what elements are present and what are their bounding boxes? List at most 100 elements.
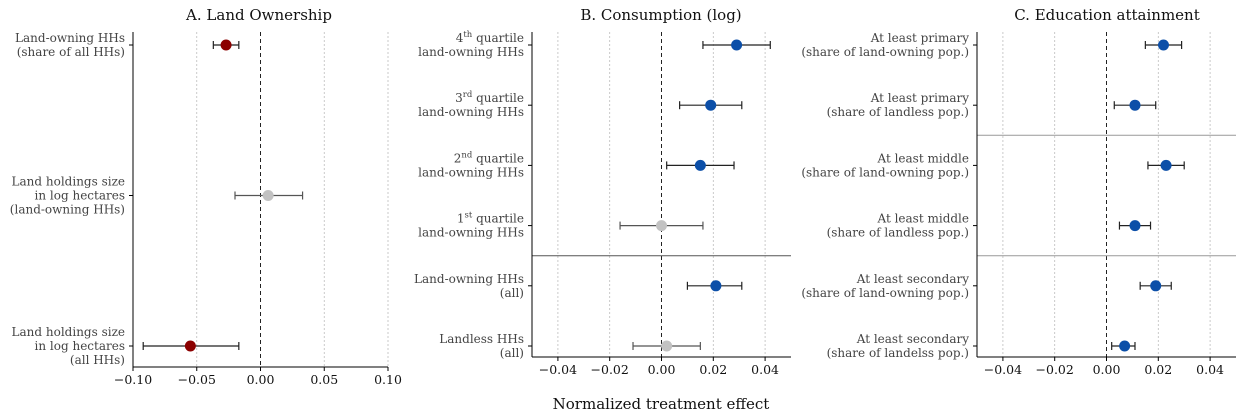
ordinal-rest: quartile [472, 91, 524, 105]
estimate-point-group [1147, 159, 1185, 171]
category-label-line: At least middle [877, 212, 970, 226]
x-tick-label: 0.02 [1144, 362, 1172, 377]
category-label: Land-owning HHs(all) [414, 272, 524, 300]
x-tick-label: 0.00 [648, 362, 676, 377]
category-label-line: (share of all HHs) [17, 45, 125, 59]
panel-title: B. Consumption (log) [580, 6, 741, 24]
estimate-point-group [234, 190, 304, 201]
category-label: At least primary(share of landless pop.) [827, 91, 970, 119]
figure-x-axis-label: Normalized treatment effect [553, 395, 770, 413]
category-label-line: (land-owning HHs) [10, 203, 125, 217]
panel-3: C. Education attainment −0.04 −0.02 0.00 0.0… [801, 6, 1236, 377]
category-label: At least secondary(share of landelss pop… [827, 332, 970, 360]
category-label-line: land-owning HHs [418, 165, 524, 179]
category-label-line: (share of landelss pop.) [827, 346, 969, 360]
ordinal-rest: quartile [472, 31, 524, 45]
category-label: Land-owning HHs(share of all HHs) [15, 31, 125, 59]
point-estimate [1129, 220, 1141, 232]
category-label-line: At least primary [870, 31, 970, 45]
ordinal-suffix: st [465, 211, 473, 221]
panel-2: B. Consumption (log) −0.04 −0.02 0.00 0.02 0.… [414, 6, 791, 377]
category-label-line: (all HHs) [70, 353, 125, 367]
point-estimate [1160, 159, 1172, 171]
x-tick-label: −0.02 [591, 362, 629, 377]
category-label-line: (share of land-owning pop.) [801, 286, 969, 300]
category-label-line: 3rd quartile [455, 90, 524, 105]
ordinal-suffix: nd [461, 150, 472, 160]
category-label-line: 4th quartile [456, 30, 524, 45]
estimate-point-group [1118, 220, 1152, 232]
category-label-line: (share of land-owning pop.) [801, 45, 969, 59]
panel-title: C. Education attainment [1014, 6, 1200, 24]
estimate-point-group [619, 220, 704, 232]
category-label-line: Land-owning HHs [414, 272, 524, 286]
category-label-line: (share of landless pop.) [827, 105, 969, 119]
point-estimate [661, 340, 673, 352]
x-tick-label: −0.04 [539, 362, 577, 377]
category-label-line: Landless HHs [439, 332, 524, 346]
estimate-point-group [1139, 280, 1172, 292]
category-label-line: 1st quartile [457, 211, 524, 226]
x-tick-label: 0.05 [310, 372, 338, 387]
x-tick-label: 0.00 [247, 372, 275, 387]
point-estimate [1150, 280, 1162, 292]
ordinal-rest: quartile [472, 151, 524, 165]
category-label-line: land-owning HHs [418, 226, 524, 240]
ordinal-number: 1 [457, 212, 465, 226]
ordinal-number: 4 [456, 31, 464, 45]
category-label-line: Land-owning HHs [15, 31, 125, 45]
estimate-point-group [1111, 340, 1136, 352]
point-estimate [1119, 340, 1131, 352]
x-tick-label: 0.00 [1093, 362, 1121, 377]
x-tick-label: −0.10 [114, 372, 152, 387]
category-label-line: At least primary [870, 91, 970, 105]
ordinal-suffix: rd [463, 90, 473, 100]
category-label-line: Land holdings size [12, 175, 125, 189]
point-estimate [694, 159, 706, 171]
estimate-point-group [1113, 99, 1157, 111]
category-label-line: At least secondary [856, 272, 969, 286]
category-label-line: land-owning HHs [418, 45, 524, 59]
estimate-point-group [212, 39, 240, 51]
category-label: Landless HHs(all) [439, 332, 524, 360]
point-estimate [705, 99, 717, 111]
panel-1: A. Land Ownership −0.10 −0.05 0.00 0.05 0.10 L… [10, 6, 402, 387]
category-label-line: 2nd quartile [454, 150, 524, 165]
ordinal-number: 3 [455, 91, 463, 105]
estimate-point-group [666, 159, 735, 171]
x-tick-label: 0.02 [699, 362, 727, 377]
estimate-point-group [702, 39, 771, 51]
panel-title: A. Land Ownership [185, 6, 332, 24]
category-label-line: At least middle [877, 151, 970, 165]
category-label-line: Land holdings size [12, 325, 125, 339]
estimate-point-group [142, 340, 240, 352]
category-label-line: (share of land-owning pop.) [801, 165, 969, 179]
category-label: At least middle(share of land-owning pop… [801, 151, 969, 179]
point-estimate [731, 39, 743, 51]
estimate-point-group [1144, 39, 1183, 51]
point-estimate [1129, 99, 1141, 111]
category-label-line: (all) [500, 286, 524, 300]
point-estimate [1157, 39, 1169, 51]
category-label: At least secondary(share of land-owning … [801, 272, 969, 300]
estimate-point-group [679, 99, 743, 111]
category-label-line: (share of landless pop.) [827, 226, 969, 240]
estimate-point-group [686, 280, 743, 292]
category-label-line: in log hectares [35, 339, 125, 353]
x-tick-label: 0.04 [1196, 362, 1224, 377]
estimate-point-group [632, 340, 701, 352]
category-label-line: land-owning HHs [418, 105, 524, 119]
category-label-line: in log hectares [35, 189, 125, 203]
x-tick-label: −0.02 [1036, 362, 1074, 377]
x-tick-label: 0.10 [374, 372, 402, 387]
point-estimate [184, 340, 196, 352]
panels: A. Land Ownership −0.10 −0.05 0.00 0.05 0.10 L… [10, 6, 1236, 387]
ordinal-suffix: th [463, 30, 472, 40]
point-estimate [710, 280, 722, 292]
point-estimate [220, 39, 232, 51]
